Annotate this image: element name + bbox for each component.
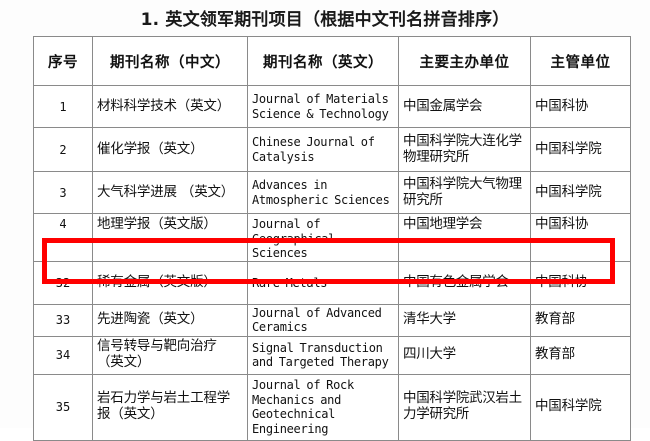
cell-org: 中国科学院大气物理研究所: [398, 171, 531, 214]
cell-en: Journal of Advanced Ceramics: [247, 303, 399, 337]
cell-org: 清华大学: [398, 303, 531, 337]
table-row: 2 催化学报（英文） Chinese Journal of Catalysis …: [33, 127, 631, 172]
column-header-org: 主要主办单位: [398, 36, 531, 86]
column-header-cn: 期刊名称（中文）: [92, 36, 248, 86]
column-header-sup: 主管单位: [530, 36, 631, 86]
cell-sup: 中国科协: [530, 85, 631, 128]
cell-sup: 中国科学院: [530, 373, 631, 441]
table-body: 1 材料科学技术（英文） Journal of Materials Scienc…: [33, 85, 631, 441]
cell-cn: 信号转导与靶向治疗（英文）: [92, 335, 248, 375]
cell-sup: 中国科协: [530, 260, 631, 305]
table-header: 序号 期刊名称（中文） 期刊名称（英文） 主要主办单位 主管单位: [33, 36, 631, 86]
cell-en: Chinese Journal of Catalysis: [247, 127, 399, 172]
cell-no: 1: [33, 85, 93, 128]
cell-no: 3: [33, 171, 93, 214]
cell-sup: 教育部: [530, 335, 631, 375]
cell-sup: 中国科学院: [530, 127, 631, 172]
table-row: 34 信号转导与靶向治疗（英文） Signal Transduction and…: [33, 335, 631, 375]
cell-en: Journal of Rock Mechanics and Geotechnic…: [247, 373, 399, 441]
cell-cn: 岩石力学与岩土工程学报（英文）: [92, 373, 248, 441]
cell-cn: 材料科学技术（英文）: [92, 85, 248, 128]
cell-no: 35: [33, 373, 93, 441]
table-row: 3 大气科学进展 （英文） Advances in Atmospheric Sc…: [33, 171, 631, 214]
cell-org: 四川大学: [398, 335, 531, 375]
cell-en: Signal Transduction and Targeted Therapy: [247, 335, 399, 375]
document-page: 1. 英文领军期刊项目（根据中文刊名拼音排序） 序号 期刊名称（中文） 期刊名称…: [33, 10, 631, 441]
cell-cn: 稀有金属（英文版）: [92, 260, 248, 305]
cell-cn: 催化学报（英文）: [92, 127, 248, 172]
cell-cn: 地理学报（英文版）: [92, 213, 248, 262]
table-row: 35 岩石力学与岩土工程学报（英文） Journal of Rock Mecha…: [33, 373, 631, 441]
cell-org: 中国科学院大连化学物理研究所: [398, 127, 531, 172]
cell-en: Journal of Geographical Sciences: [247, 213, 399, 262]
journal-table-wrapper: 序号 期刊名称（中文） 期刊名称（英文） 主要主办单位 主管单位 1 材料科学技…: [33, 36, 631, 441]
cell-cn: 大气科学进展 （英文）: [92, 171, 248, 214]
cell-sup: 教育部: [530, 303, 631, 337]
cell-cn: 先进陶瓷（英文）: [92, 303, 248, 337]
cell-sup: 中国科协: [530, 213, 631, 262]
cell-no: 32: [33, 260, 93, 305]
cell-en: Journal of Materials Science & Technolog…: [247, 85, 399, 128]
column-header-en: 期刊名称（英文）: [247, 36, 399, 86]
table-row: 4 地理学报（英文版） Journal of Geographical Scie…: [33, 213, 631, 262]
cell-sup: 中国科学院: [530, 171, 631, 214]
table-header-row: 序号 期刊名称（中文） 期刊名称（英文） 主要主办单位 主管单位: [33, 36, 631, 86]
cell-en: Rare Metals: [247, 260, 399, 305]
page-title: 1. 英文领军期刊项目（根据中文刊名拼音排序）: [140, 10, 510, 30]
column-header-no: 序号: [33, 36, 93, 86]
cell-org: 中国地理学会: [398, 213, 531, 262]
cell-org: 中国科学院武汉岩土力学研究所: [398, 373, 531, 441]
cell-no: 2: [33, 127, 93, 172]
table-row: 1 材料科学技术（英文） Journal of Materials Scienc…: [33, 85, 631, 128]
cell-no: 4: [33, 213, 93, 262]
cell-no: 34: [33, 335, 93, 375]
table-row-highlighted: 32 稀有金属（英文版） Rare Metals 中国有色金属学会 中国科协: [33, 260, 631, 305]
cell-org: 中国有色金属学会: [398, 260, 531, 305]
cell-no: 33: [33, 303, 93, 337]
journal-table: 序号 期刊名称（中文） 期刊名称（英文） 主要主办单位 主管单位 1 材料科学技…: [33, 36, 631, 441]
table-row: 33 先进陶瓷（英文） Journal of Advanced Ceramics…: [33, 303, 631, 337]
cell-org: 中国金属学会: [398, 85, 531, 128]
cell-en: Advances in Atmospheric Sciences: [247, 171, 399, 214]
